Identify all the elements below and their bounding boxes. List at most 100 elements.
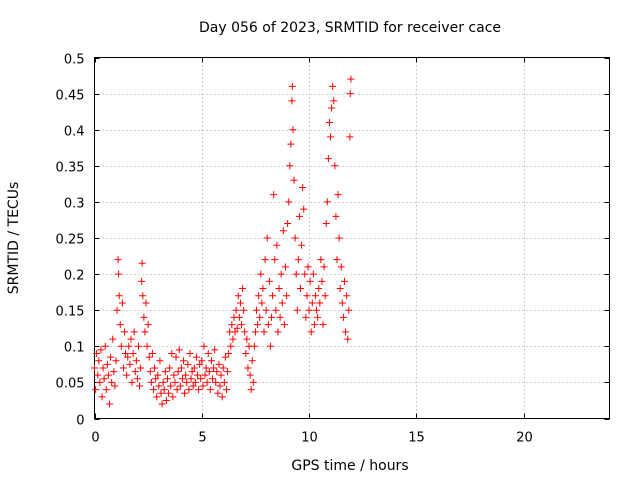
data-point <box>206 386 214 394</box>
data-point <box>249 378 257 386</box>
data-point <box>128 378 136 386</box>
data-point <box>303 292 311 300</box>
y-tick-label: 0.35 <box>56 161 85 176</box>
data-point <box>312 292 320 300</box>
data-point <box>279 227 287 235</box>
data-point <box>158 400 166 408</box>
data-point <box>346 90 354 98</box>
data-point <box>170 371 178 379</box>
data-point <box>256 313 264 321</box>
data-point <box>198 357 206 365</box>
data-point <box>330 97 338 105</box>
data-point <box>110 368 118 376</box>
data-point <box>220 378 228 386</box>
data-point <box>321 292 329 300</box>
data-point <box>260 328 268 336</box>
data-point <box>133 375 141 383</box>
data-point <box>274 328 282 336</box>
data-point <box>281 263 289 271</box>
data-point <box>309 270 317 278</box>
data-point <box>335 234 343 242</box>
data-point <box>167 382 175 390</box>
data-point <box>286 162 294 170</box>
data-point <box>117 342 125 350</box>
data-point <box>143 342 151 350</box>
data-point <box>212 378 220 386</box>
data-point <box>294 256 302 264</box>
data-point <box>125 342 133 350</box>
data-point <box>190 364 198 372</box>
data-point <box>332 212 340 220</box>
data-point <box>227 342 235 350</box>
data-point <box>176 382 184 390</box>
data-point <box>234 292 242 300</box>
y-tick-label: 0.05 <box>56 377 85 392</box>
data-point <box>219 364 227 372</box>
data-point <box>324 155 332 163</box>
data-point <box>129 350 137 358</box>
data-point <box>94 371 102 379</box>
data-point <box>297 285 304 293</box>
data-point <box>259 285 267 293</box>
data-point <box>285 198 293 206</box>
data-point <box>138 259 146 267</box>
data-point <box>207 357 215 365</box>
data-point <box>194 371 201 379</box>
data-point <box>265 277 273 285</box>
data-point <box>213 368 221 376</box>
data-point <box>127 335 135 343</box>
data-point <box>243 335 251 343</box>
data-point <box>147 378 155 386</box>
y-tick-label: 0.45 <box>56 89 85 104</box>
data-point <box>154 371 162 379</box>
data-point <box>101 342 109 350</box>
data-point <box>306 277 314 285</box>
data-point <box>318 277 326 285</box>
data-point <box>130 328 138 336</box>
data-point <box>225 350 233 358</box>
data-point <box>300 205 308 213</box>
data-point <box>200 342 208 350</box>
data-point <box>290 176 298 184</box>
data-point <box>319 321 327 329</box>
data-point <box>97 346 105 354</box>
data-point <box>337 263 345 271</box>
x-tick-label: 15 <box>408 431 425 446</box>
data-point <box>134 342 142 350</box>
data-point <box>199 382 207 390</box>
data-point <box>288 82 296 90</box>
y-tick-label: 0.5 <box>64 53 85 68</box>
data-point <box>322 220 330 228</box>
y-tick-label: 0.15 <box>56 305 85 320</box>
data-point <box>255 292 263 300</box>
data-point <box>217 371 225 379</box>
y-tick-label: 0.4 <box>64 125 85 140</box>
data-point <box>304 263 312 271</box>
data-point <box>316 299 324 307</box>
data-point <box>99 364 107 372</box>
y-tick-label: 0.1 <box>64 341 85 356</box>
data-point <box>155 382 163 390</box>
data-point <box>197 375 205 383</box>
data-point <box>103 360 111 368</box>
data-point <box>139 292 147 300</box>
data-point <box>328 104 336 112</box>
data-point <box>241 328 249 336</box>
data-point <box>222 386 230 394</box>
data-point <box>131 368 139 376</box>
data-point <box>203 378 211 386</box>
data-point <box>338 299 346 307</box>
data-point <box>180 357 188 365</box>
y-tick-label: 0.25 <box>56 233 85 248</box>
data-point <box>291 234 299 242</box>
data-point <box>107 353 115 361</box>
data-point <box>136 382 144 390</box>
data-point <box>112 357 120 365</box>
data-point <box>302 313 310 321</box>
data-point <box>305 306 313 314</box>
data-point <box>162 396 170 404</box>
data-point <box>169 393 177 401</box>
data-point <box>334 191 342 199</box>
data-point <box>248 357 256 365</box>
